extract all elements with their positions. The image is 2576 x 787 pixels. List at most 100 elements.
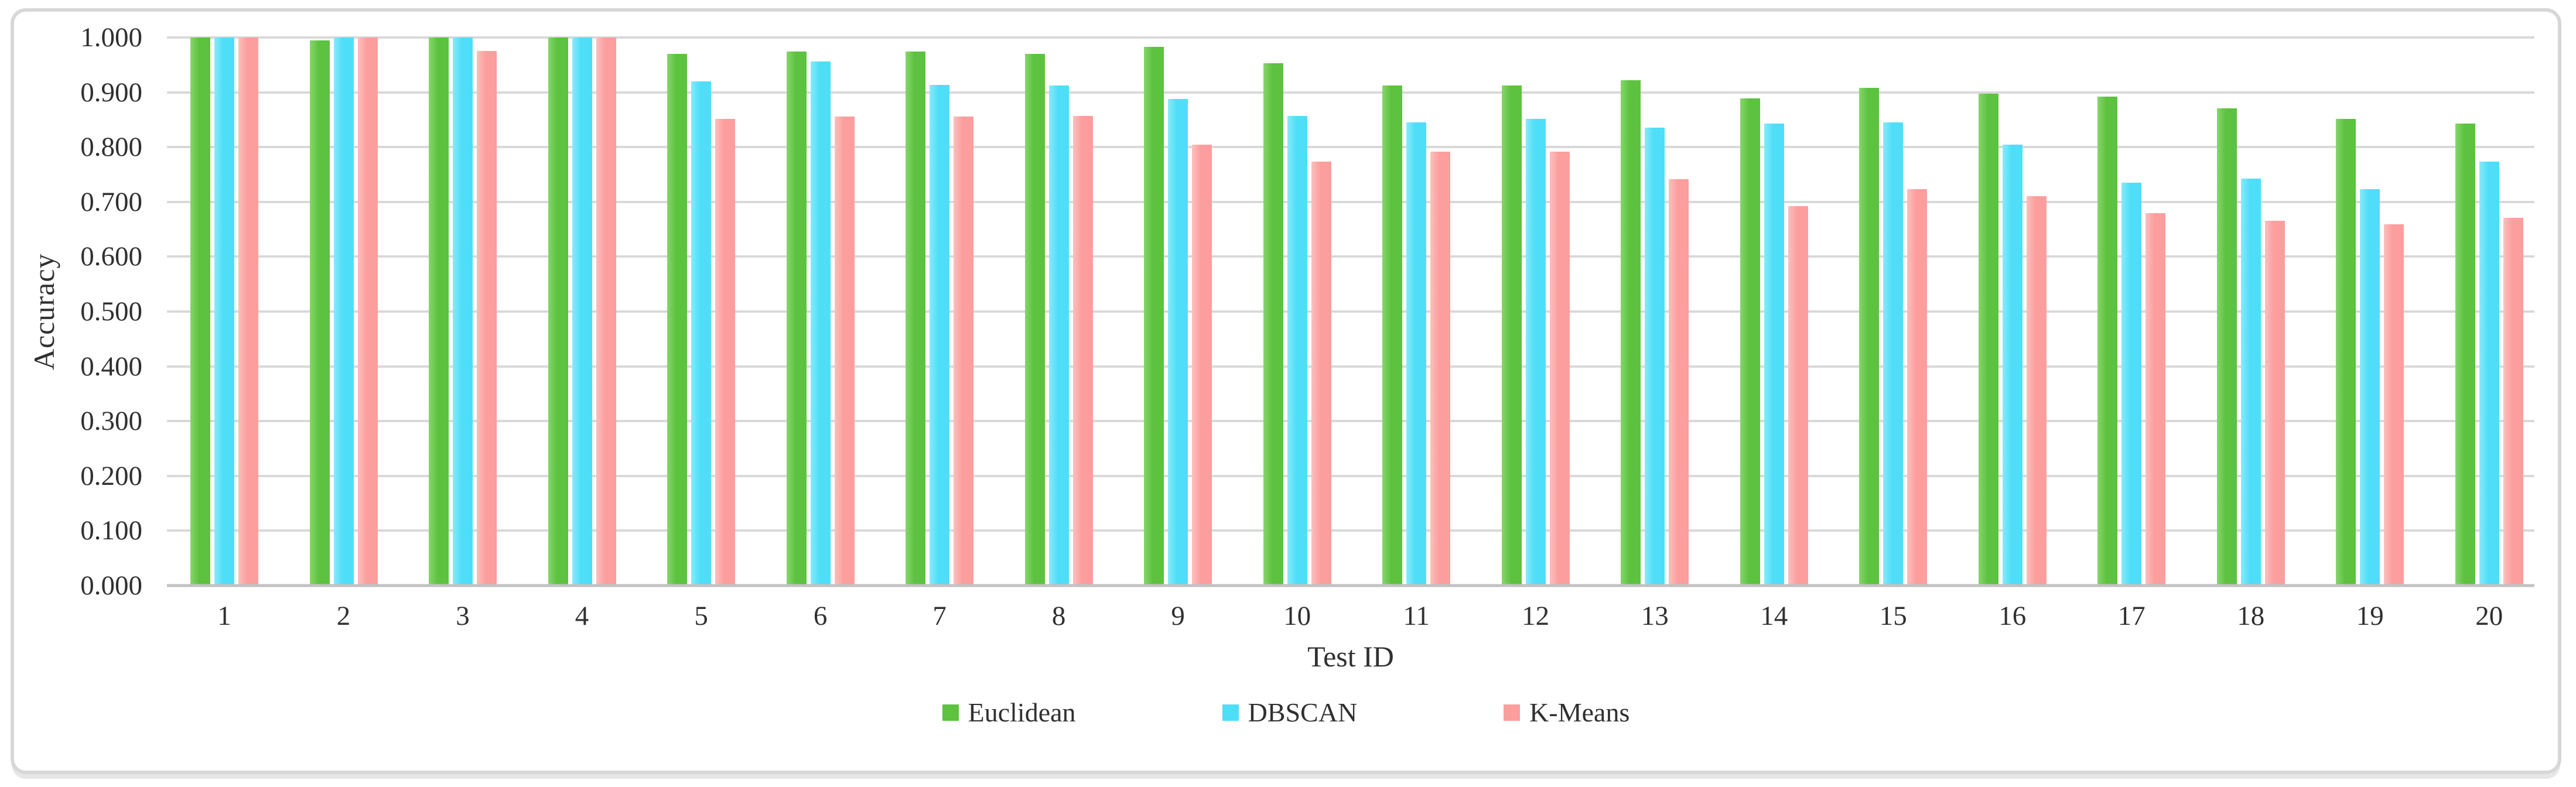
x-tick-label: 6: [813, 601, 828, 631]
bar-group-8: [1024, 37, 1093, 586]
bar-k-means-18: [2264, 220, 2285, 586]
bar-euclidean-15: [1859, 88, 1880, 586]
bar-dbscan-18: [2240, 178, 2261, 586]
x-axis-tick-labels: 1 2 3 4 5 6 7 8 9 10 11 12 13 14 15 16 17 18 19 20: [167, 600, 2534, 632]
bar-k-means-11: [1430, 151, 1451, 586]
x-tick-label: 5: [694, 601, 708, 631]
bar-euclidean-5: [667, 54, 688, 586]
chart-frame: Accuracy 0.000 0.100 0.200 0.300 0.400 0.500 0…: [11, 8, 2561, 774]
bar-euclidean-11: [1382, 85, 1403, 586]
bar-group-4: [548, 37, 616, 586]
x-tick-label: 15: [1879, 601, 1907, 631]
bar-group-11: [1382, 37, 1451, 586]
bar-euclidean-1: [190, 37, 210, 586]
bar-k-means-14: [1788, 206, 1808, 586]
x-tick-label: 7: [932, 601, 947, 631]
bar-k-means-16: [2026, 196, 2047, 586]
bar-k-means-19: [2384, 224, 2404, 586]
bar-euclidean-19: [2336, 119, 2356, 586]
bar-dbscan-1: [214, 37, 234, 586]
y-tick-label: 1.000: [80, 22, 142, 53]
bar-dbscan-11: [1406, 122, 1427, 586]
bar-k-means-1: [238, 37, 258, 586]
bar-euclidean-13: [1621, 80, 1641, 586]
bar-group-1: [190, 37, 258, 586]
x-tick-label: 20: [2475, 601, 2503, 631]
bar-group-17: [2097, 37, 2166, 586]
bar-dbscan-12: [1525, 118, 1546, 586]
bar-euclidean-16: [1978, 94, 1998, 586]
gridline: [167, 474, 2534, 477]
gridline: [167, 91, 2534, 94]
bar-euclidean-6: [786, 52, 807, 586]
gridline: [167, 310, 2534, 313]
legend-swatch-k-means: [1504, 704, 1521, 721]
x-tick-label: 11: [1403, 601, 1430, 631]
x-tick-label: 14: [1760, 601, 1788, 631]
bar-dbscan-15: [1883, 122, 1904, 586]
x-tick-label: 13: [1641, 601, 1669, 631]
legend-item-dbscan: DBSCAN: [1222, 697, 1358, 728]
bar-dbscan-17: [2121, 183, 2142, 586]
bar-euclidean-17: [2097, 97, 2118, 586]
bar-k-means-4: [596, 37, 616, 586]
bar-dbscan-13: [1645, 127, 1665, 586]
x-tick-label: 19: [2356, 601, 2384, 631]
bar-group-2: [309, 37, 378, 586]
bar-k-means-15: [1907, 189, 1928, 586]
bar-k-means-13: [1669, 179, 1689, 586]
y-tick-label: 0.200: [80, 460, 142, 491]
x-axis-title: Test ID: [1307, 640, 1394, 673]
x-tick-label: 9: [1171, 601, 1185, 631]
x-tick-label: 2: [336, 601, 351, 631]
bar-euclidean-9: [1144, 46, 1164, 586]
bar-euclidean-4: [548, 37, 568, 586]
legend-label-euclidean: Euclidean: [968, 697, 1076, 727]
gridline: [167, 36, 2534, 39]
bar-euclidean-8: [1024, 54, 1045, 586]
y-tick-label: 0.600: [80, 241, 142, 272]
y-tick-label: 0.500: [80, 296, 142, 327]
bar-group-6: [786, 37, 855, 586]
bar-dbscan-10: [1287, 115, 1307, 586]
bar-dbscan-5: [691, 81, 712, 586]
bar-dbscan-16: [2002, 145, 2022, 586]
plot-area: [167, 36, 2534, 587]
bar-k-means-17: [2145, 213, 2166, 586]
bar-dbscan-3: [453, 37, 473, 586]
bar-group-18: [2216, 37, 2285, 586]
bar-k-means-20: [2503, 217, 2523, 586]
gridline: [167, 255, 2534, 258]
bar-groups: [167, 37, 2534, 586]
bar-k-means-6: [834, 116, 855, 586]
legend: Euclidean DBSCAN K-Means: [14, 697, 2558, 728]
bar-euclidean-10: [1263, 63, 1283, 586]
y-tick-label: 0.900: [80, 77, 142, 108]
y-tick-label: 0.800: [80, 132, 142, 163]
x-tick-label: 8: [1051, 601, 1066, 631]
bar-group-7: [906, 37, 974, 586]
bar-group-3: [429, 37, 497, 586]
bar-euclidean-7: [906, 52, 926, 586]
y-tick-label: 0.000: [80, 570, 142, 601]
x-tick-label: 12: [1522, 601, 1550, 631]
bar-group-15: [1859, 37, 1928, 586]
bar-dbscan-9: [1168, 98, 1188, 586]
bar-k-means-12: [1549, 151, 1570, 586]
bar-group-5: [667, 37, 736, 586]
bar-k-means-9: [1192, 144, 1212, 586]
x-tick-label: 3: [456, 601, 470, 631]
y-axis-tick-labels: 0.000 0.100 0.200 0.300 0.400 0.500 0.600 0.700…: [14, 22, 142, 601]
legend-label-dbscan: DBSCAN: [1248, 697, 1358, 727]
bar-euclidean-14: [1740, 98, 1760, 586]
bar-group-9: [1144, 37, 1212, 586]
gridline: [167, 420, 2534, 423]
bar-dbscan-2: [333, 37, 354, 586]
bar-euclidean-20: [2455, 123, 2475, 586]
bar-k-means-8: [1072, 115, 1093, 586]
gridline: [167, 200, 2534, 203]
bar-group-12: [1501, 37, 1570, 586]
legend-item-k-means: K-Means: [1504, 697, 1629, 728]
y-tick-label: 0.400: [80, 351, 142, 382]
